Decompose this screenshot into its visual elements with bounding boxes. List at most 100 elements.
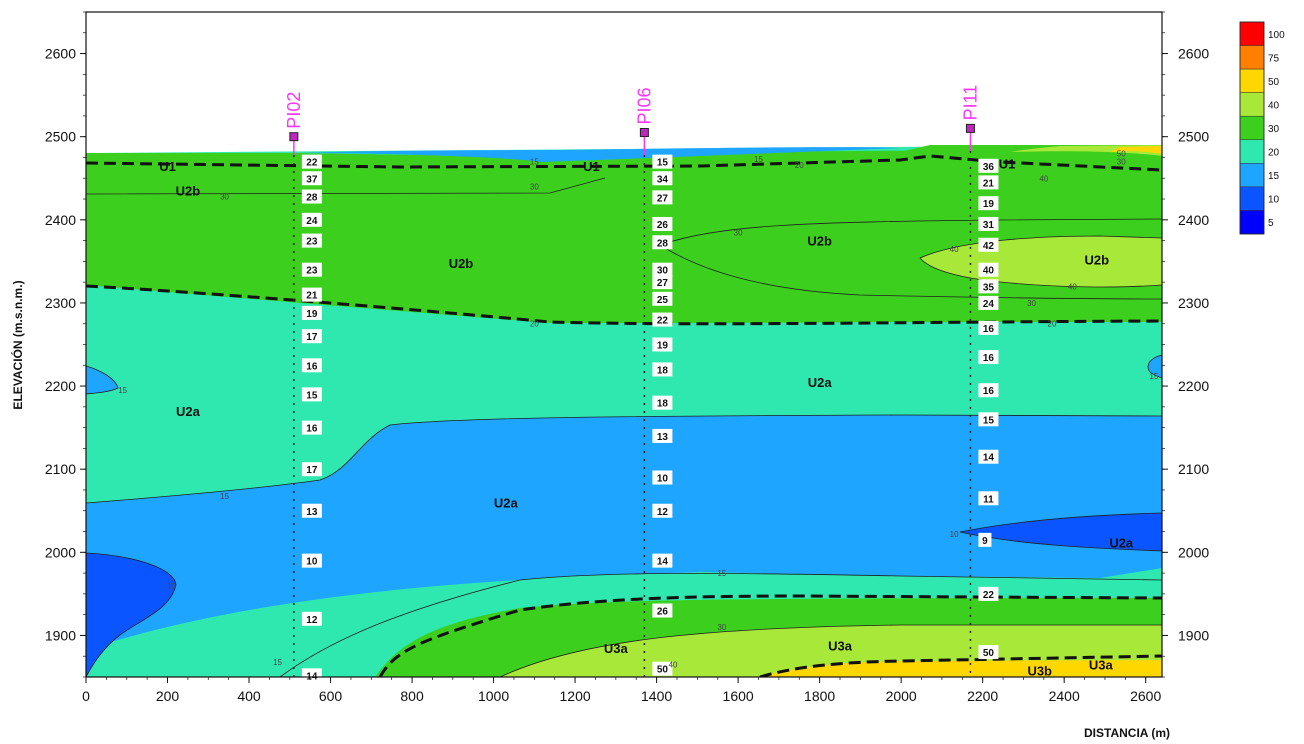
well-name: PI11 — [960, 85, 980, 121]
well-reading: 42 — [983, 241, 995, 252]
well-reading: 19 — [983, 199, 995, 210]
well-reading-box — [652, 428, 673, 443]
well-reading-box — [301, 553, 322, 568]
well-reading: 9 — [982, 536, 988, 547]
y-tick-label-right: 2100 — [1178, 461, 1209, 477]
fill-blue-left-bump — [86, 366, 118, 394]
fill-darkblue-left — [86, 553, 176, 677]
well-name: PI06 — [634, 88, 654, 125]
well-reading: 17 — [306, 332, 318, 343]
well-reading-box — [978, 320, 999, 335]
well-reading-box — [978, 237, 999, 252]
well-reading-box — [652, 235, 673, 250]
well-reading: 31 — [983, 220, 995, 231]
contour-level-label: 30 — [1117, 158, 1126, 167]
well-reading: 28 — [306, 193, 318, 204]
colorbar-level: 50 — [1268, 77, 1280, 88]
well-reading-box — [652, 262, 673, 277]
well-reading: 13 — [657, 432, 669, 443]
well-reading-box — [978, 491, 999, 506]
x-tick-label: 200 — [156, 688, 180, 704]
well-reading: 25 — [657, 295, 669, 306]
y-axis-label: ELEVACIÓN (m.s.n.m.) — [10, 280, 25, 409]
well-reading-box — [978, 196, 999, 211]
unit-label: U2a — [1109, 535, 1134, 550]
well-reading-box — [652, 291, 673, 306]
well-reading-box — [652, 171, 673, 186]
well-reading-box — [301, 387, 322, 402]
colorbar-level: 15 — [1268, 171, 1280, 182]
y-tick-label-left: 2600 — [45, 46, 76, 62]
x-axis-label: DISTANCIA (m) — [1084, 726, 1170, 740]
contour-level-label: 15 — [1149, 372, 1158, 381]
well-reading: 15 — [657, 158, 669, 169]
fill-blue-cap — [300, 147, 900, 162]
well-marker — [289, 132, 299, 142]
contour-level-label: 15 — [754, 155, 763, 164]
x-tick-label: 2200 — [967, 688, 998, 704]
well-reading: 21 — [306, 291, 318, 302]
fill-blue-right-bump — [1148, 355, 1162, 378]
well-reading: 26 — [657, 607, 669, 618]
well-reading: 16 — [306, 361, 318, 372]
well-reading-box — [652, 503, 673, 518]
well-reading-box — [978, 349, 999, 364]
contour-level-label: 15 — [717, 569, 726, 578]
contour-lines — [86, 177, 1162, 677]
contour-level-label: 40 — [1039, 174, 1048, 183]
well-reading: 22 — [306, 158, 318, 169]
well-reading: 21 — [983, 178, 995, 189]
y-tick-label-left: 2200 — [45, 378, 76, 394]
well-reading: 19 — [657, 341, 669, 352]
well-reading: 15 — [306, 390, 318, 401]
well-reading: 17 — [306, 465, 318, 476]
contour-level-label: 40 — [950, 245, 959, 254]
x-tick-label: 1200 — [560, 688, 591, 704]
well-reading: 22 — [983, 590, 995, 601]
unit-label: U1 — [159, 159, 176, 174]
well-reading-box — [978, 586, 999, 601]
contour-level-label: 50 — [1117, 149, 1126, 158]
well-reading-box — [301, 358, 322, 373]
colorbar-swatch — [1239, 21, 1265, 46]
well-marker — [965, 123, 975, 133]
y-tick-label-left: 2100 — [45, 461, 76, 477]
contour-level-label: 15 — [220, 492, 229, 501]
well-reading: 36 — [983, 162, 995, 173]
well-reading-box — [301, 305, 322, 320]
well-reading-box — [978, 383, 999, 398]
y-tick-label-left: 2500 — [45, 129, 76, 145]
well-reading-box — [978, 216, 999, 231]
y-tick-label-left: 2300 — [45, 295, 76, 311]
well-reading: 23 — [306, 237, 318, 248]
unit-label: U3a — [604, 641, 629, 656]
colorbar-level: 20 — [1268, 148, 1280, 159]
unit-label: U2a — [176, 404, 201, 419]
well-reading: 24 — [983, 299, 995, 310]
well-reading: 16 — [983, 386, 995, 397]
y-tick-label-right: 2000 — [1178, 544, 1209, 560]
x-tick-label: 800 — [400, 688, 424, 704]
well-reading: 24 — [306, 216, 318, 227]
unit-label: U1 — [583, 159, 600, 174]
well-reading-box — [978, 449, 999, 464]
well-reading: 19 — [306, 309, 318, 320]
well-reading-box — [301, 420, 322, 435]
well-name: PI02 — [284, 92, 304, 129]
colorbar-level: 10 — [1268, 195, 1280, 206]
well-reading-box — [652, 362, 673, 377]
colorbar-frame — [1239, 21, 1265, 235]
well-reading-box — [301, 462, 322, 477]
contour-level-label: 40 — [1068, 282, 1077, 291]
x-tick-label: 1800 — [804, 688, 835, 704]
fill-darkblue-right — [960, 513, 1162, 551]
well-reading: 50 — [983, 648, 995, 659]
well-reading-box — [652, 661, 673, 676]
x-tick-label: 1400 — [641, 688, 672, 704]
contour-level-label: 20 — [1048, 320, 1057, 329]
colorbar-swatch — [1239, 186, 1265, 211]
well-reading-box — [652, 216, 673, 231]
y-tick-label-left: 2400 — [45, 212, 76, 228]
